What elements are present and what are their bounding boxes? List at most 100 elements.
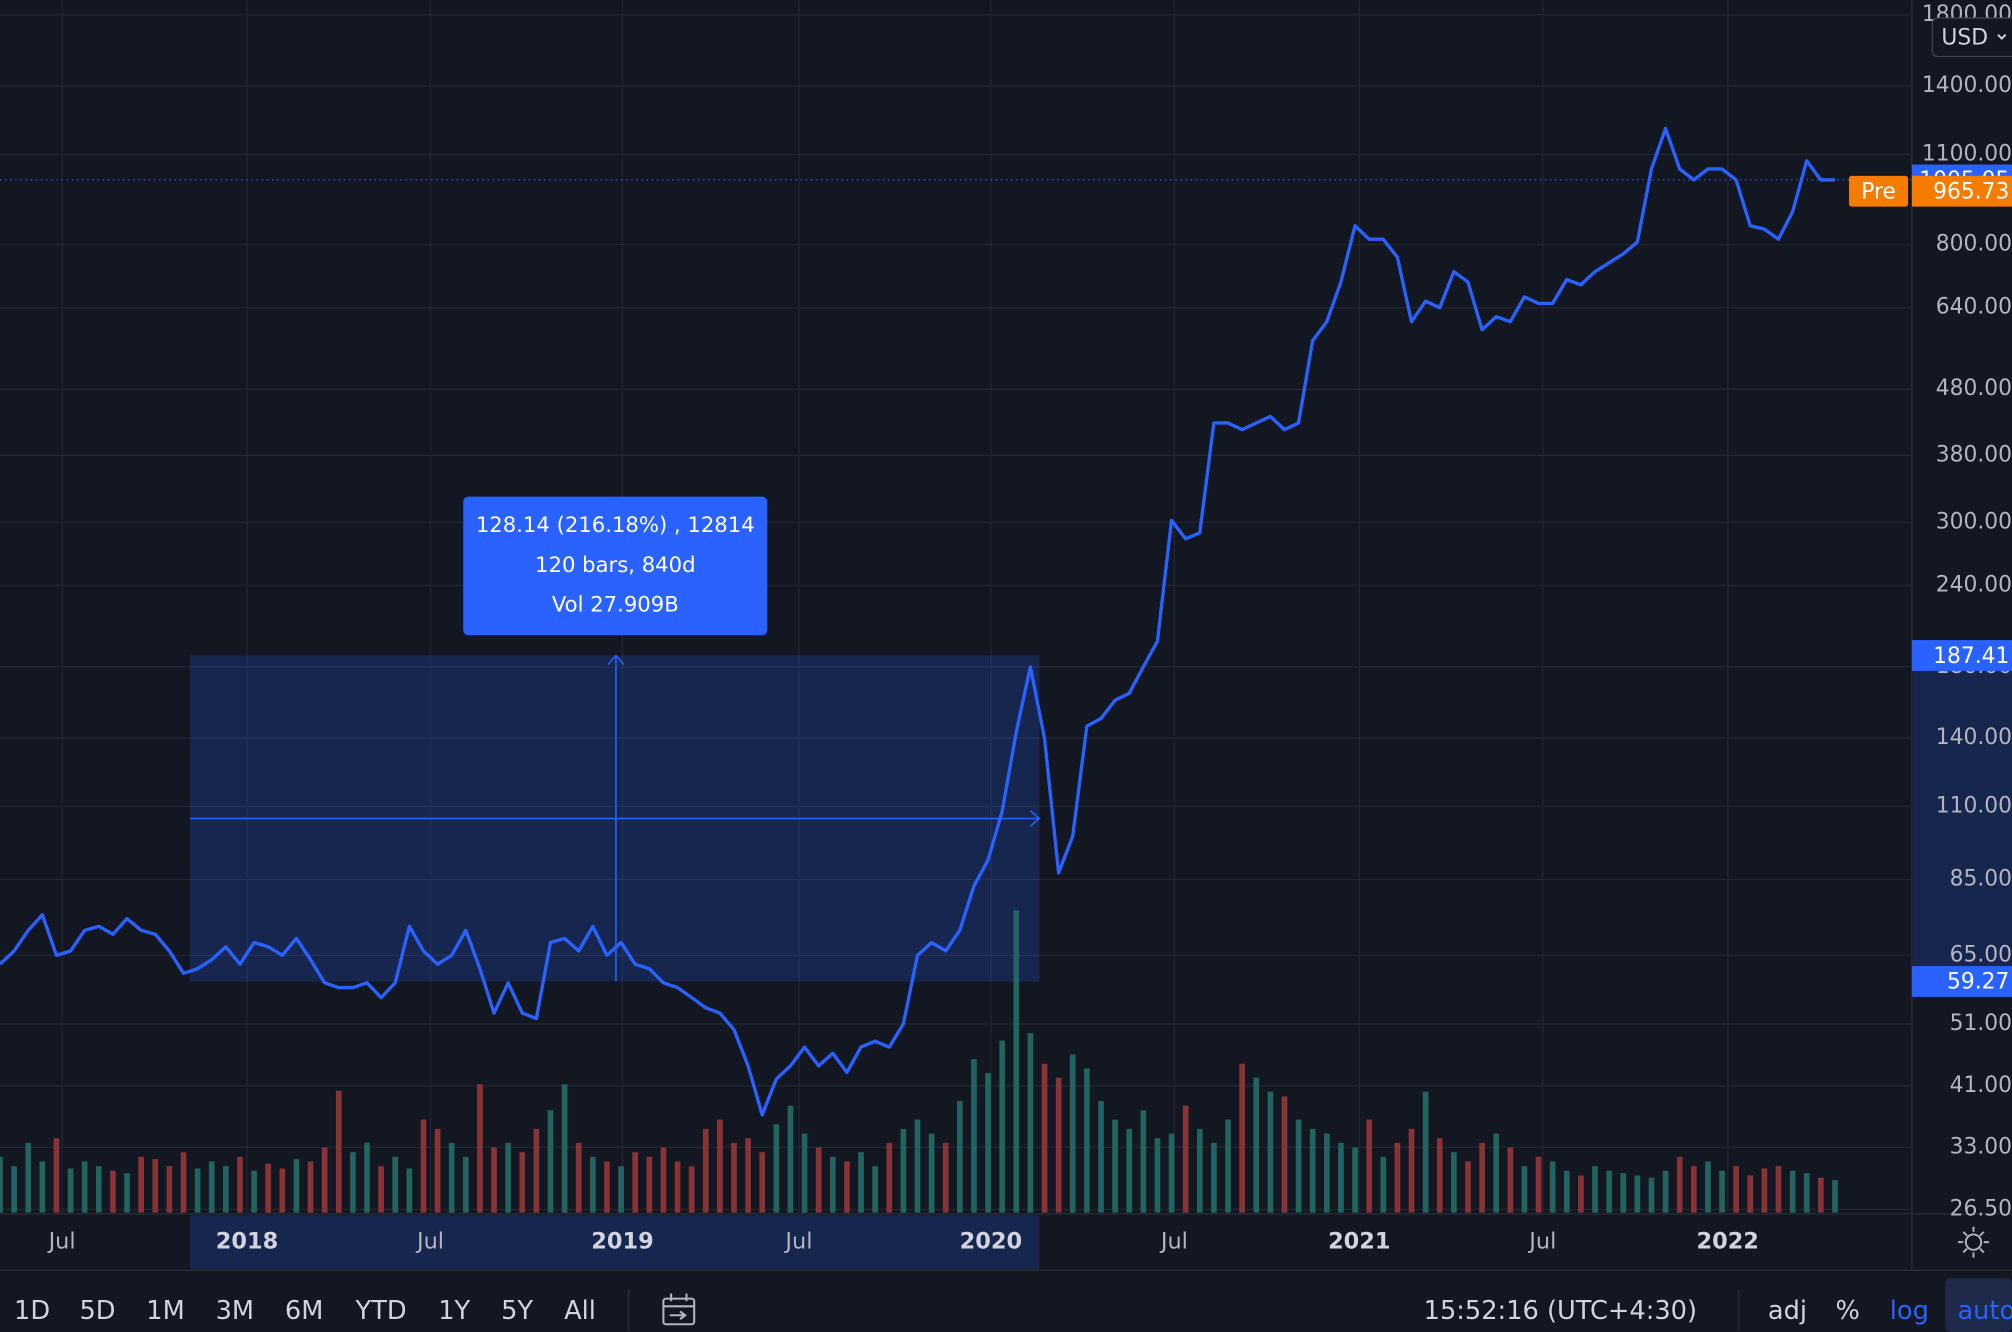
option-button[interactable]: % <box>1836 1296 1860 1326</box>
volume-bar <box>1211 1142 1217 1213</box>
volume-bar <box>688 1166 695 1213</box>
range-button[interactable]: 5D <box>79 1296 115 1326</box>
volume-bar <box>1281 1096 1288 1213</box>
volume-bar <box>1578 1175 1584 1213</box>
volume-bar <box>928 1133 935 1213</box>
x-tick-label: Jul <box>1527 1229 1556 1255</box>
volume-bar <box>1592 1166 1598 1213</box>
price-tag-label: 59.27 <box>1947 970 2009 995</box>
volume-bar <box>265 1163 272 1213</box>
volume-bar <box>1563 1170 1570 1213</box>
volume-bar <box>1324 1133 1330 1213</box>
volume-bar <box>335 1090 342 1213</box>
volume-bar <box>1803 1173 1810 1213</box>
volume-bar <box>1705 1161 1711 1213</box>
y-tick-label: 51.00 <box>1950 1011 2012 1036</box>
range-button[interactable]: YTD <box>355 1296 407 1326</box>
range-button[interactable]: 6M <box>285 1296 323 1326</box>
range-button[interactable]: 1Y <box>438 1296 470 1326</box>
volume-bar <box>547 1110 554 1213</box>
y-tick-label: 26.50 <box>1950 1196 2012 1221</box>
volume-bar <box>1535 1156 1542 1213</box>
volume-bar <box>1832 1180 1838 1213</box>
currency-label[interactable]: USD <box>1941 26 1988 51</box>
range-button[interactable]: 1M <box>146 1296 184 1326</box>
volume-bar <box>773 1124 780 1213</box>
volume-bar <box>1620 1173 1627 1213</box>
volume-bar <box>95 1166 102 1213</box>
y-tick-label: 240.00 <box>1936 572 2012 597</box>
y-tick-label: 33.00 <box>1950 1134 2012 1159</box>
y-tick-label: 65.00 <box>1950 942 2012 967</box>
y-tick-label: 300.00 <box>1936 509 2012 534</box>
range-button[interactable]: 3M <box>216 1296 254 1326</box>
volume-bar <box>519 1152 526 1213</box>
volume-bar <box>1775 1166 1782 1213</box>
volume-bar <box>829 1156 836 1213</box>
volume-bar <box>1126 1128 1133 1213</box>
pre-market-tag <box>1849 175 1909 207</box>
volume-bar <box>1747 1175 1754 1213</box>
y-tick-label: 110.00 <box>1936 793 2012 818</box>
volume-bar <box>1295 1119 1302 1213</box>
volume-bar <box>900 1128 907 1213</box>
x-tick-label: 2021 <box>1328 1229 1390 1255</box>
volume-bar <box>1098 1100 1104 1213</box>
volume-bar <box>378 1166 384 1213</box>
volume-bar <box>1366 1119 1373 1213</box>
volume-bar <box>1013 910 1020 1213</box>
tooltip-text: 120 bars, 840d <box>535 552 695 577</box>
y-tick-label: 85.00 <box>1950 866 2012 891</box>
option-button[interactable]: auto <box>1957 1296 2012 1326</box>
calendar-icon[interactable] <box>662 1293 696 1326</box>
volume-bar <box>1112 1119 1118 1213</box>
currency-selector[interactable]: USD <box>1931 17 2012 58</box>
y-tick-label: 1400.00 <box>1922 73 2012 98</box>
x-tick-label: Jul <box>1159 1229 1188 1255</box>
currency-box[interactable] <box>1931 17 2012 58</box>
option-button[interactable]: log <box>1890 1296 1929 1326</box>
range-button[interactable]: All <box>564 1296 596 1326</box>
volume-bar <box>0 1156 3 1213</box>
tooltip-box <box>463 496 768 636</box>
volume-bar <box>1761 1168 1768 1213</box>
volume-bar <box>731 1142 737 1213</box>
volume-bar <box>1408 1128 1415 1213</box>
volume-bar <box>1225 1119 1231 1213</box>
volume-bar <box>1140 1110 1147 1213</box>
volume-bar <box>237 1156 243 1213</box>
volume-bar <box>1818 1177 1824 1213</box>
volume-bar <box>491 1147 497 1213</box>
y-tick-label: 140.00 <box>1936 725 2012 750</box>
volume-bar <box>999 1040 1006 1213</box>
volume-bar <box>1507 1147 1514 1213</box>
x-tick-label: 2020 <box>960 1229 1022 1255</box>
volume-bar <box>1648 1177 1655 1213</box>
volume-bar <box>618 1166 624 1213</box>
range-button[interactable]: 1D <box>14 1296 50 1326</box>
tooltip-text: 128.14 (216.18%) , 12814 <box>476 512 755 537</box>
price-line <box>0 126 1835 1117</box>
volume-bar <box>844 1161 850 1213</box>
volume-bar <box>957 1100 963 1213</box>
option-button[interactable]: adj <box>1768 1296 1807 1326</box>
volume-bar <box>1422 1091 1429 1213</box>
volume-bar <box>1196 1128 1203 1213</box>
settings-icon[interactable] <box>1958 1226 1989 1258</box>
volume-bar <box>1662 1170 1669 1213</box>
volume-bar <box>533 1128 540 1213</box>
volume-bar <box>1733 1166 1740 1213</box>
measure-arrow <box>1029 810 1041 827</box>
x-tick-label: 2019 <box>591 1229 653 1255</box>
price-tag <box>1911 640 2012 671</box>
auto-highlight <box>1945 1278 2012 1332</box>
volume-bar <box>1691 1166 1697 1213</box>
volume-bar <box>1380 1156 1387 1213</box>
range-button[interactable]: 5Y <box>501 1296 533 1326</box>
tooltip-text: Vol 27.909B <box>552 592 679 617</box>
volume-bar <box>434 1128 441 1213</box>
volume-bar <box>914 1119 921 1213</box>
y-tick-label: 800.00 <box>1936 232 2012 257</box>
x-tick-label: Jul <box>783 1229 812 1255</box>
volume-bar <box>886 1142 893 1213</box>
